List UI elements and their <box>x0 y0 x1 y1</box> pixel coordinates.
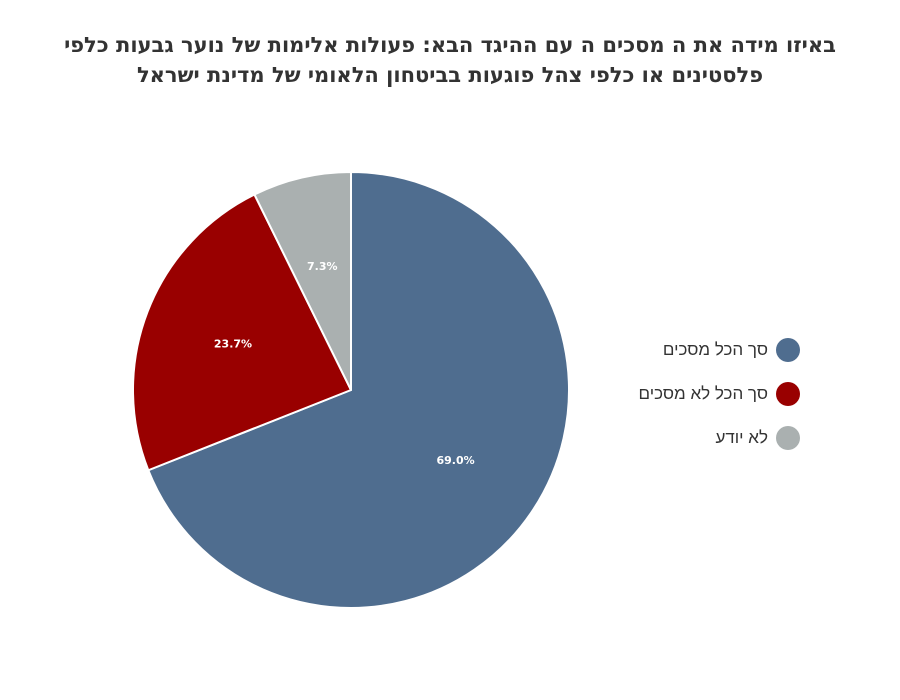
pie-slice-dont-know[interactable] <box>253 171 352 391</box>
legend-label-dont-know: לא יודע <box>715 428 768 447</box>
data-label-agree: 69.0% <box>436 454 474 467</box>
legend-swatch-agree <box>776 338 800 362</box>
data-label-disagree: 23.7% <box>214 338 252 351</box>
chart-title-line-1: באיזו מידה את ה מסכים ה עם ההיגד הבא: פע… <box>64 33 836 57</box>
chart-title: באיזו מידה את ה מסכים ה עם ההיגד הבא: פע… <box>0 30 900 90</box>
data-label-dont-know: 7.3% <box>307 260 338 273</box>
legend-swatch-dont-know <box>776 426 800 450</box>
pie-slice-disagree[interactable] <box>132 193 352 472</box>
legend-swatch-disagree <box>776 382 800 406</box>
legend-label-disagree: סך הכל לא מסכים <box>638 384 768 403</box>
chart-legend: סך הכל מסכים סך הכל לא מסכים לא יודע <box>580 328 800 460</box>
chart-title-line-2: פלסטינים או כלפי צהל פוגעות בביטחון הלאו… <box>136 63 764 87</box>
legend-item-disagree[interactable]: סך הכל לא מסכים <box>580 372 800 416</box>
legend-item-agree[interactable]: סך הכל מסכים <box>580 328 800 372</box>
legend-label-agree: סך הכל מסכים <box>662 340 768 359</box>
legend-item-dont-know[interactable]: לא יודע <box>580 416 800 460</box>
pie-slice-agree[interactable] <box>147 171 570 609</box>
